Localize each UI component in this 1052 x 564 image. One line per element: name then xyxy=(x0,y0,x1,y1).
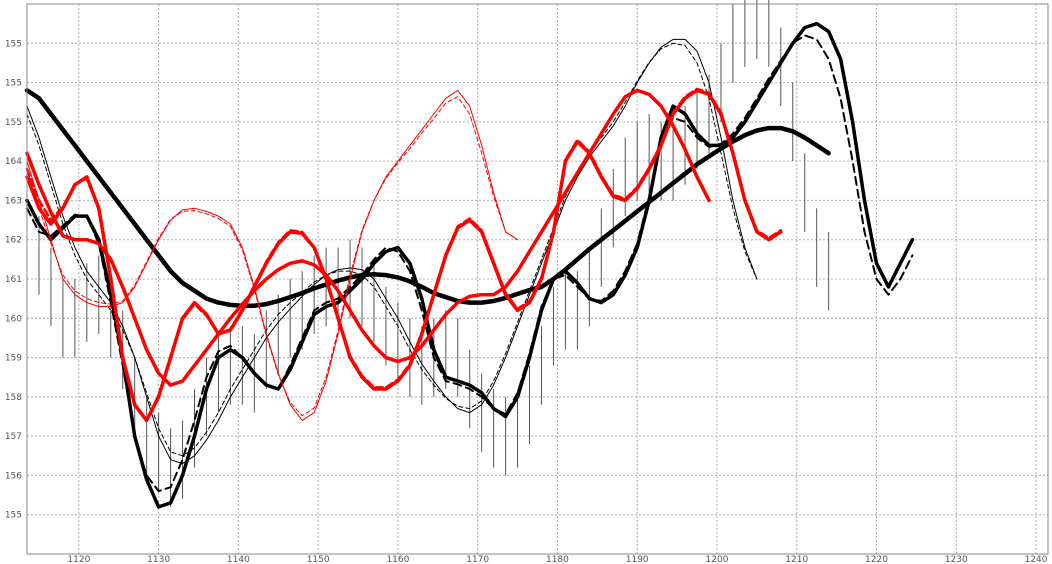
y-tick-label: 162 xyxy=(5,236,22,246)
y-tick-label: 161 xyxy=(5,275,22,285)
series-line-6 xyxy=(25,88,711,387)
x-tick-label: 1140 xyxy=(227,555,250,564)
x-tick-label: 1210 xyxy=(785,555,808,564)
y-tick-label: 155 xyxy=(5,511,22,521)
y-tick-label: 155 xyxy=(5,39,22,49)
x-tick-label: 1180 xyxy=(546,555,569,564)
x-tick-label: 1240 xyxy=(1025,555,1048,564)
y-tick-label: 159 xyxy=(5,354,22,364)
x-tick-label: 1200 xyxy=(706,555,729,564)
x-tick-label: 1160 xyxy=(386,555,409,564)
x-axis-tick-labels: 1120 1130 1140 1150 1160 1170 1180 1190 1200 1210… xyxy=(67,555,1047,564)
y-tick-label: 163 xyxy=(5,196,22,206)
x-tick-label: 1120 xyxy=(67,555,90,564)
series-line-10 xyxy=(26,96,519,417)
y-tick-label: 158 xyxy=(5,393,22,403)
x-tick-label: 1150 xyxy=(307,555,330,564)
series-line-3 xyxy=(26,34,914,493)
y-tick-label: 156 xyxy=(5,471,22,481)
series-line-1 xyxy=(24,88,831,308)
y-tick-label: 164 xyxy=(5,157,22,167)
series-line-2 xyxy=(25,21,915,509)
y-tick-label: 155 xyxy=(5,79,22,89)
price-bars xyxy=(26,0,830,507)
y-axis-tick-labels: 155 156 157 158 159 160 161 162 163 164 155 155 155 xyxy=(5,39,22,520)
series-line-4 xyxy=(26,38,758,465)
plot-area-border xyxy=(26,3,1049,555)
y-tick-label: 157 xyxy=(5,432,22,442)
x-tick-label: 1220 xyxy=(865,555,888,564)
x-tick-label: 1230 xyxy=(945,555,968,564)
series-line-8 xyxy=(25,87,783,422)
x-tick-label: 1170 xyxy=(466,555,489,564)
x-tick-label: 1190 xyxy=(626,555,649,564)
x-tick-label: 1130 xyxy=(147,555,170,564)
y-tick-label: 155 xyxy=(5,118,22,128)
y-tick-label: 160 xyxy=(5,314,22,324)
series-lines xyxy=(24,21,915,509)
series-line-5 xyxy=(26,42,758,457)
